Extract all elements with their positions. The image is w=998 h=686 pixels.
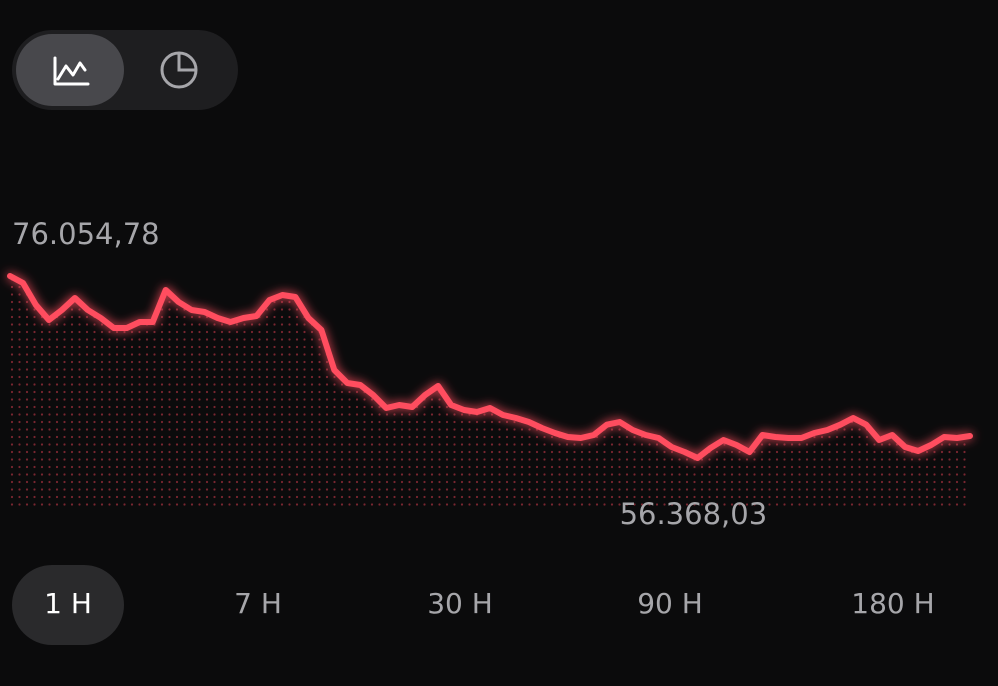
chart: 76.054,78 56.368,03 (7, 217, 973, 531)
selected-timeframe-bg (12, 565, 124, 645)
timeframe-option[interactable]: 180 H (851, 587, 934, 620)
timeframe-bar: 1 H 7 H 30 H 90 H 180 H (44, 587, 935, 620)
area (10, 276, 970, 510)
low-label: 56.368,03 (620, 497, 768, 531)
timeframe-option[interactable]: 30 H (427, 587, 493, 620)
line-view-button[interactable] (16, 34, 124, 106)
timeframe-option[interactable]: 7 H (234, 587, 282, 620)
high-label: 76.054,78 (12, 217, 160, 251)
timeframe-option[interactable]: 1 H (44, 587, 92, 620)
timeframe-option[interactable]: 90 H (637, 587, 703, 620)
price-line (7, 273, 973, 461)
pie-view-button[interactable] (160, 51, 198, 89)
